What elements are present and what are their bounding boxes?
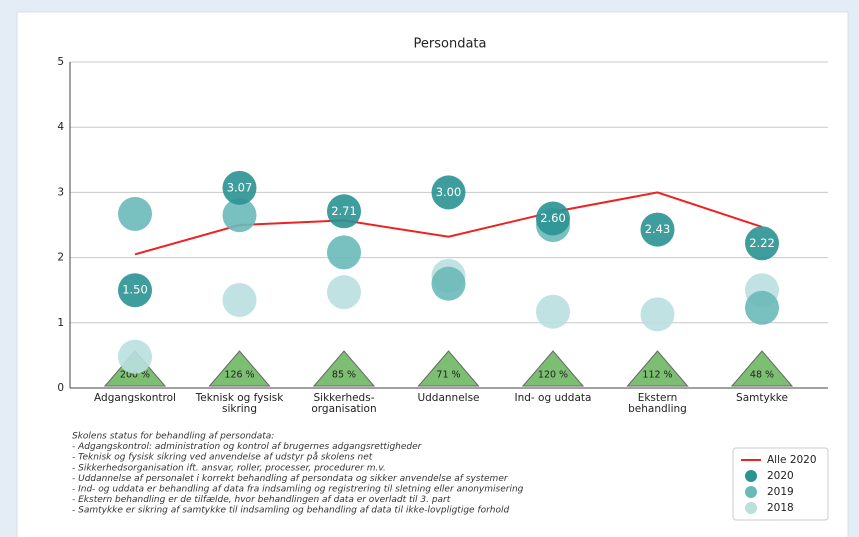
note: - Samtykke er sikring af samtykke til in… xyxy=(72,506,510,516)
legend-label: 2020 xyxy=(767,470,794,482)
dot xyxy=(431,175,466,210)
legend-box xyxy=(732,447,829,521)
dot xyxy=(745,226,779,261)
legend-dot xyxy=(745,502,757,514)
change-label: 200 % xyxy=(120,370,150,381)
change-marker xyxy=(626,350,689,387)
y-tick-label: 3 xyxy=(57,186,64,198)
dot xyxy=(536,294,570,329)
legend-label: 2019 xyxy=(767,486,794,498)
change-label: 120 % xyxy=(538,370,568,381)
chart-title: Persondata xyxy=(414,37,487,52)
dot xyxy=(536,201,570,236)
dot xyxy=(640,297,675,332)
x-tick-label: Uddannelse xyxy=(417,392,479,404)
x-tick-label: Samtykke xyxy=(736,392,788,404)
change-marker xyxy=(521,350,585,387)
data-label: 2.43 xyxy=(645,222,671,236)
x-tick-label: Sikkerheds-organisation xyxy=(311,392,376,415)
change-marker xyxy=(417,350,480,387)
note: - Adgangskontrol: administration og kont… xyxy=(72,442,423,452)
dot xyxy=(431,266,466,301)
dot xyxy=(745,290,779,325)
data-label: 2.60 xyxy=(540,211,566,225)
x-tick-label: Ind- og uddata xyxy=(515,392,592,404)
x-tick-label: Ekstern behandling xyxy=(628,392,687,415)
dot xyxy=(327,275,361,310)
change-label: 48 % xyxy=(750,370,774,381)
dot xyxy=(222,170,257,205)
dot xyxy=(118,196,152,231)
y-tick-label: 0 xyxy=(57,382,64,394)
x-tick-label: Teknisk og fysisk sikring xyxy=(195,392,285,415)
data-label: 2.22 xyxy=(749,236,775,250)
dot xyxy=(640,212,675,247)
change-label: 126 % xyxy=(224,370,254,381)
dot xyxy=(118,339,152,374)
legend-dot xyxy=(745,470,757,482)
change-marker xyxy=(312,350,376,387)
change-marker xyxy=(730,350,794,387)
note: - Ekstern behandling er de tilfælde, hvo… xyxy=(72,495,451,505)
legend-label: 2018 xyxy=(767,502,794,514)
dot xyxy=(222,198,257,233)
data-label: 3.00 xyxy=(436,185,462,199)
y-tick-label: 2 xyxy=(57,252,64,264)
y-tick-label: 4 xyxy=(57,121,64,133)
y-tick-label: 5 xyxy=(57,56,64,68)
dot xyxy=(118,273,152,308)
data-label: 1.50 xyxy=(122,283,148,297)
change-label: 112 % xyxy=(642,370,672,381)
legend-dot xyxy=(745,486,757,498)
note: - Sikkerhedsorganisation ift. ansvar, ro… xyxy=(72,463,386,473)
x-tick-label: Adgangskontrol xyxy=(94,392,176,404)
dot xyxy=(327,194,361,229)
legend-label: Alle 2020 xyxy=(767,454,817,466)
y-tick-label: 1 xyxy=(57,317,64,329)
change-label: 71 % xyxy=(436,370,460,381)
note: Skolens status for behandling af persond… xyxy=(72,432,274,442)
dot xyxy=(222,282,257,317)
data-label: 2.71 xyxy=(331,204,357,218)
change-marker xyxy=(208,350,271,387)
note: - Uddannelse af personalet i korrekt beh… xyxy=(72,474,509,484)
change-label: 85 % xyxy=(332,370,356,381)
dot xyxy=(327,235,361,270)
note: - Ind- og uddata er behandling af data f… xyxy=(72,485,524,495)
data-label: 3.07 xyxy=(227,180,253,194)
note: - Teknisk og fysisk sikring ved anvendel… xyxy=(72,452,373,463)
